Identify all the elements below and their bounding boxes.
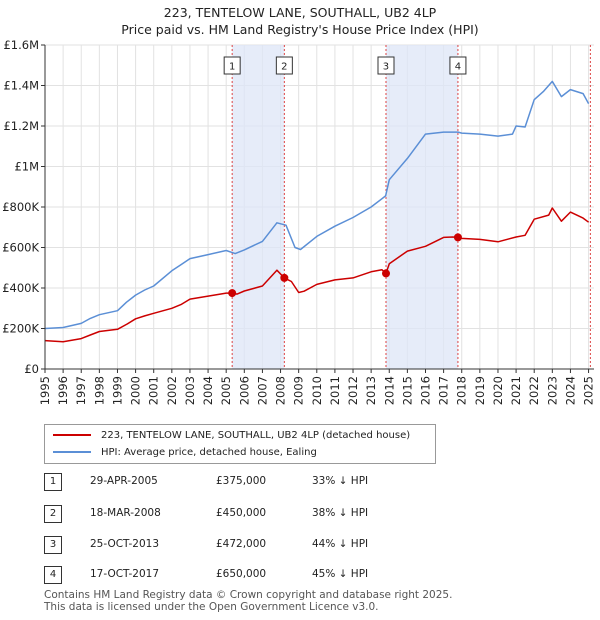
transaction-date: 18-MAR-2008	[90, 507, 161, 519]
x-tick-label: 2007	[255, 376, 269, 405]
sale-label-number: 1	[229, 62, 235, 73]
x-tick-label: 2017	[437, 376, 451, 405]
x-tick-label: 2009	[292, 376, 306, 405]
x-tick-label: 2021	[509, 376, 523, 405]
transaction-price: £375,000	[216, 475, 267, 487]
transaction-row: 4 17-OCT-2017 £650,000 45% ↓ HPI	[44, 566, 564, 584]
x-tick-label: 2002	[165, 376, 179, 405]
sale-point	[280, 273, 289, 282]
transaction-price: £650,000	[216, 568, 267, 580]
sale-points	[228, 233, 462, 298]
price-paid-line	[44, 207, 590, 343]
sale-label-number: 4	[455, 62, 461, 73]
x-tick-label: 2018	[455, 376, 469, 405]
sale-point	[228, 289, 237, 298]
x-tick-label: 1996	[56, 376, 70, 405]
hpi-line	[44, 80, 590, 330]
x-tick-label: 2024	[563, 376, 577, 405]
x-tick-label: 2011	[328, 376, 342, 405]
sale-marker-lines	[231, 45, 591, 369]
sale-label-box	[377, 56, 395, 75]
transaction-number: 1	[44, 473, 62, 491]
x-tick-label: 2023	[545, 376, 559, 405]
x-tick-label: 1999	[110, 376, 124, 405]
sale-label-box	[449, 56, 467, 75]
transaction-date: 29-APR-2005	[90, 475, 158, 487]
x-tick-label: 2003	[183, 376, 197, 405]
y-tick-label: £800K	[2, 200, 39, 214]
sale-labels: 1 2 3 4	[223, 56, 467, 75]
sale-label-number: 3	[383, 62, 389, 73]
shaded-periods	[232, 45, 458, 369]
transaction-hpi-diff: 44% ↓ HPI	[312, 538, 369, 550]
sale-point	[381, 269, 390, 278]
legend-swatch-hpi	[53, 451, 91, 453]
x-tick-label: 2001	[147, 376, 161, 405]
price-chart: 1 2 3 4 £0 £200K £400K £600K £800K £1M £1.2M £1.4M…	[2, 38, 595, 405]
x-tick-label: 2013	[364, 376, 378, 405]
x-tick-label: 2022	[527, 376, 541, 405]
footer-licence: This data is licensed under the Open Gov…	[44, 601, 379, 613]
x-tick-label: 2006	[237, 376, 251, 405]
transaction-hpi-diff: 38% ↓ HPI	[312, 507, 369, 519]
transaction-row: 2 18-MAR-2008 £450,000 38% ↓ HPI	[44, 505, 564, 523]
y-tick-label: £1.6M	[3, 38, 39, 52]
grid	[44, 44, 594, 370]
x-tick-label: 2004	[201, 376, 215, 405]
transaction-number: 2	[44, 505, 62, 523]
legend-item-property: 223, TENTELOW LANE, SOUTHALL, UB2 4LP (d…	[53, 429, 410, 443]
sale-label-box	[223, 56, 241, 75]
transaction-date: 25-OCT-2013	[90, 538, 159, 550]
shaded-period	[385, 45, 458, 369]
y-tick-label: £400K	[2, 281, 39, 295]
x-tick-label: 1998	[92, 376, 106, 405]
legend-label-hpi: HPI: Average price, detached house, Eali…	[101, 447, 317, 458]
legend-label-property: 223, TENTELOW LANE, SOUTHALL, UB2 4LP (d…	[101, 430, 411, 441]
axes: £0 £200K £400K £600K £800K £1M £1.2M £1.4M £1.6M…	[2, 38, 595, 405]
x-tick-label: 2020	[491, 376, 505, 405]
y-tick-label: £0	[24, 362, 39, 376]
y-tick-label: £1.2M	[3, 119, 39, 133]
x-tick-label: 2015	[400, 376, 414, 405]
transaction-price: £450,000	[216, 507, 267, 519]
chart-title-line1: 223, TENTELOW LANE, SOUTHALL, UB2 4LP	[163, 5, 437, 20]
transaction-row: 1 29-APR-2005 £375,000 33% ↓ HPI	[44, 473, 564, 491]
shaded-period	[232, 45, 285, 369]
sale-label-number: 2	[281, 62, 287, 73]
y-tick-label: £1M	[14, 160, 39, 174]
legend-swatch-property	[53, 434, 91, 436]
transaction-row: 3 25-OCT-2013 £472,000 44% ↓ HPI	[44, 536, 564, 554]
transaction-hpi-diff: 33% ↓ HPI	[312, 475, 369, 487]
sale-point	[453, 233, 462, 242]
transaction-price: £472,000	[216, 538, 267, 550]
x-tick-label: 2008	[274, 376, 288, 405]
x-tick-label: 2014	[382, 376, 396, 405]
x-tick-label: 2019	[473, 376, 487, 405]
y-tick-label: £200K	[2, 322, 39, 336]
x-tick-label: 2016	[418, 376, 432, 405]
x-tick-label: 1997	[74, 376, 88, 405]
y-tick-label: £1.4M	[3, 79, 39, 93]
transaction-number: 4	[44, 566, 62, 584]
transaction-hpi-diff: 45% ↓ HPI	[312, 568, 369, 580]
x-tick-label: 2000	[129, 376, 143, 405]
x-tick-label: 2025	[582, 376, 596, 405]
chart-title-line2: Price paid vs. HM Land Registry's House …	[121, 22, 479, 37]
x-tick-label: 1995	[38, 376, 52, 405]
x-tick-label: 2012	[346, 376, 360, 405]
y-tick-label: £600K	[2, 241, 39, 255]
sale-label-box	[275, 56, 293, 75]
legend: 223, TENTELOW LANE, SOUTHALL, UB2 4LP (d…	[44, 424, 436, 464]
footer-copyright: Contains HM Land Registry data © Crown c…	[44, 589, 453, 601]
transaction-number: 3	[44, 536, 62, 554]
x-tick-label: 2010	[310, 376, 324, 405]
x-tick-label: 2005	[219, 376, 233, 405]
series-lines	[44, 80, 590, 343]
transaction-date: 17-OCT-2017	[90, 568, 159, 580]
legend-item-hpi: HPI: Average price, detached house, Eali…	[53, 446, 317, 460]
